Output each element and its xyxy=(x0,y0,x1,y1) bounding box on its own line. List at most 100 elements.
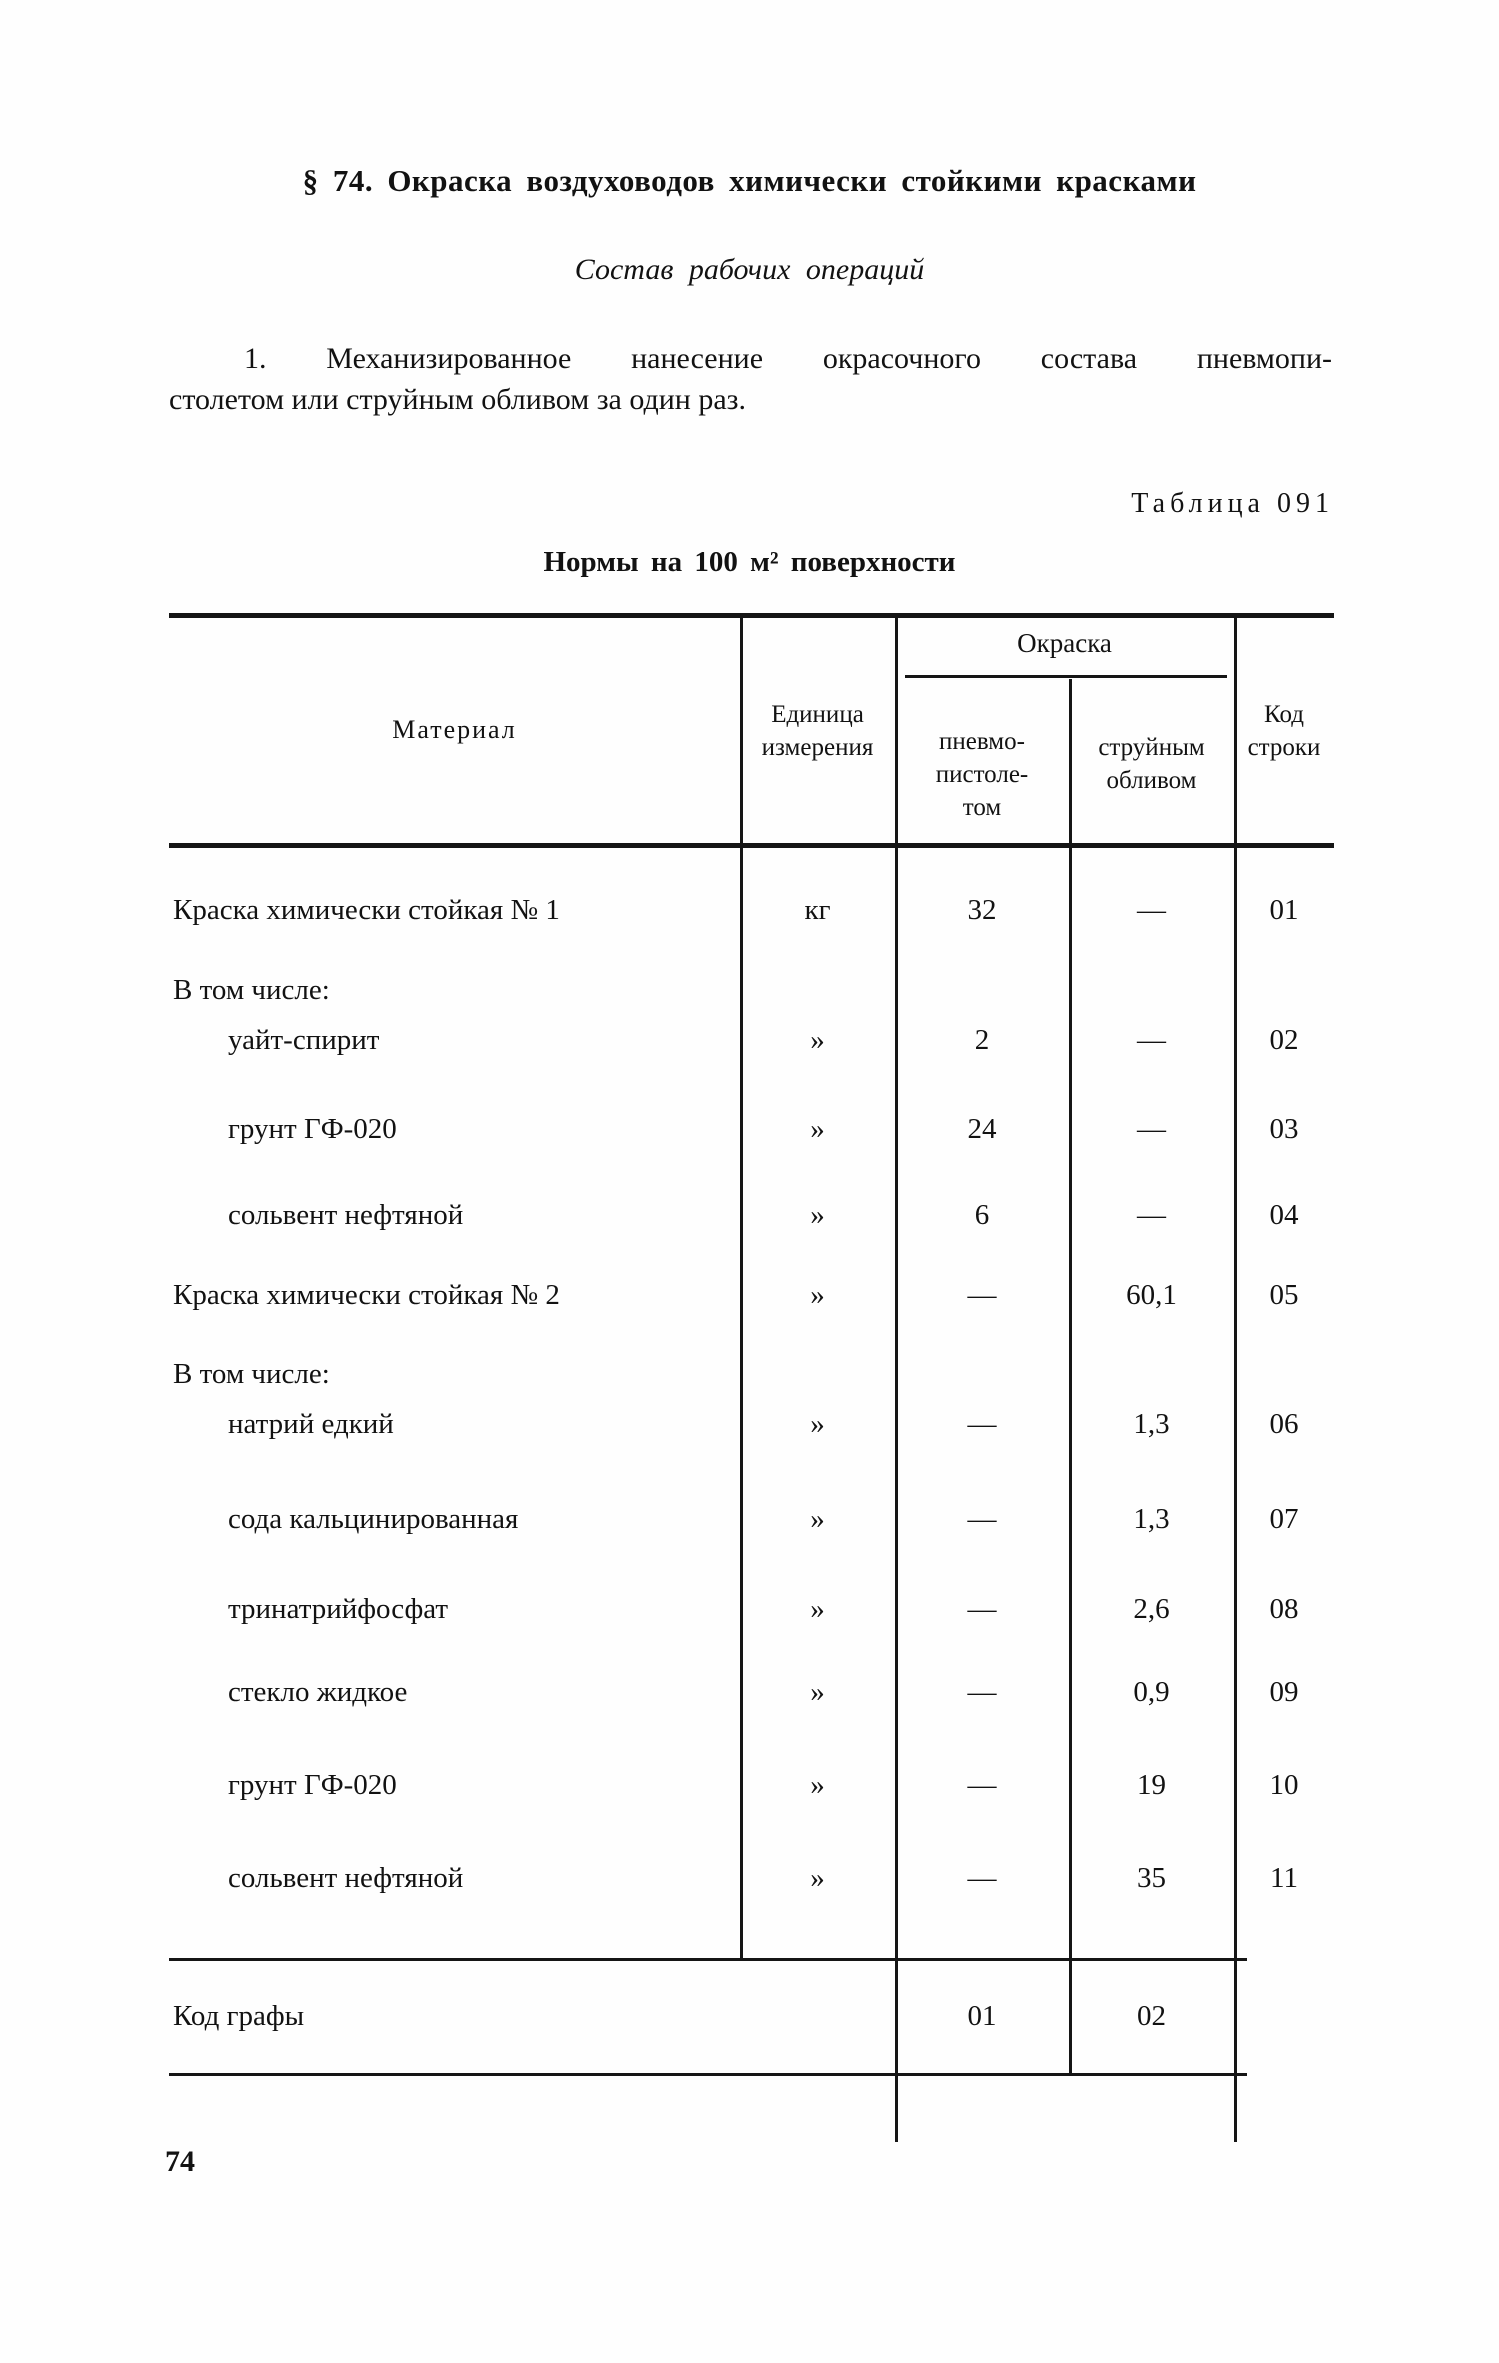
cell-pnevmo xyxy=(895,1353,1069,1395)
header-row-code: Код строки xyxy=(1234,698,1334,764)
column-divider xyxy=(1234,1961,1237,2073)
footer-top-rule xyxy=(169,1958,1247,1961)
cell-strui: — xyxy=(1137,1113,1166,1145)
cell-unit: » xyxy=(810,1279,825,1311)
header-unit: Единица измерения xyxy=(740,698,895,764)
cell-strui: — xyxy=(1137,1024,1166,1056)
cell-code xyxy=(1234,969,1334,1011)
column-divider-stub xyxy=(1234,2076,1237,2142)
table-row: сольвент нефтяной » — 35 11 xyxy=(169,1857,1334,1899)
paragraph-line-2: столетом или струйным обливом за один ра… xyxy=(169,383,747,416)
cell-material: уайт-спирит xyxy=(228,1024,380,1056)
table-row: сода кальцинированная » — 1,3 07 xyxy=(169,1498,1334,1540)
cell-strui: 1,3 xyxy=(1133,1408,1170,1440)
cell-material: натрий едкий xyxy=(228,1408,394,1440)
column-divider xyxy=(1234,848,1237,1958)
column-divider xyxy=(1069,1961,1072,2073)
cell-unit: » xyxy=(810,1199,825,1231)
cell-material: тринатрийфосфат xyxy=(228,1593,449,1625)
table-top-rule xyxy=(169,613,1334,618)
header-unit-line1: Единица xyxy=(771,701,864,728)
cell-code: 06 xyxy=(1269,1408,1299,1440)
cell-unit xyxy=(740,969,895,1011)
cell-strui: 19 xyxy=(1137,1769,1166,1801)
cell-material: грунт ГФ-020 xyxy=(228,1113,397,1145)
cell-unit: » xyxy=(810,1503,825,1535)
cell-pnevmo: 2 xyxy=(974,1024,990,1056)
cell-strui: — xyxy=(1137,894,1166,926)
header-strui-line2: обливом xyxy=(1106,767,1197,794)
column-divider-stub xyxy=(895,2076,898,2142)
cell-pnevmo: — xyxy=(967,1408,997,1440)
cell-code: 05 xyxy=(1269,1279,1299,1311)
header-strui-line1: струйным xyxy=(1098,734,1205,761)
cell-pnevmo: — xyxy=(967,1593,997,1625)
column-divider xyxy=(895,1961,898,2073)
cell-material: Краска химически стойкая № 2 xyxy=(173,1279,560,1311)
cell-pnevmo: — xyxy=(967,1862,997,1894)
column-divider xyxy=(1069,679,1072,843)
header-unit-line2: измерения xyxy=(761,734,874,761)
cell-unit: » xyxy=(810,1024,825,1056)
header-pnevmo-line3: том xyxy=(962,794,1002,821)
cell-unit: » xyxy=(810,1676,825,1708)
cell-strui xyxy=(1069,1353,1234,1395)
paragraph: 1. Механизированное нанесение окрасочног… xyxy=(169,338,1332,420)
cell-pnevmo: — xyxy=(967,1503,997,1535)
column-divider xyxy=(740,848,743,1958)
table-row: сольвент нефтяной » 6 — 04 xyxy=(169,1194,1334,1236)
group-header-underline xyxy=(905,675,1227,678)
cell-code: 09 xyxy=(1269,1676,1299,1708)
table-row: Краска химически стойкая № 2 » — 60,1 05 xyxy=(169,1274,1334,1316)
table-row: грунт ГФ-020 » — 19 10 xyxy=(169,1764,1334,1806)
table-row: стекло жидкое » — 0,9 09 xyxy=(169,1671,1334,1713)
cell-unit: » xyxy=(810,1593,825,1625)
cell-unit: » xyxy=(810,1408,825,1440)
cell-code: 07 xyxy=(1269,1503,1299,1535)
column-divider xyxy=(1234,618,1237,843)
column-divider xyxy=(740,618,743,843)
header-bottom-rule xyxy=(169,843,1334,848)
cell-material: В том числе: xyxy=(173,974,330,1006)
header-material: Материал xyxy=(392,715,517,744)
cell-unit: » xyxy=(810,1769,825,1801)
cell-code: 08 xyxy=(1269,1593,1299,1625)
table-row: В том числе: xyxy=(169,1353,1334,1395)
cell-pnevmo: — xyxy=(967,1769,997,1801)
table-row: натрий едкий » — 1,3 06 xyxy=(169,1403,1334,1445)
cell-strui: — xyxy=(1137,1199,1166,1231)
cell-strui: 35 xyxy=(1137,1862,1166,1894)
header-row-code-line1: Код xyxy=(1264,701,1304,728)
footer-label: Код графы xyxy=(173,2000,305,2032)
table-row: уайт-спирит » 2 — 02 xyxy=(169,1019,1334,1061)
table-label: Таблица 091 xyxy=(1131,488,1334,519)
section-title: § 74. Окраска воздуховодов химически сто… xyxy=(302,163,1197,198)
paragraph-line-1: 1. Механизированное нанесение окрасочног… xyxy=(244,342,1332,375)
cell-code xyxy=(1234,1353,1334,1395)
cell-unit: кг xyxy=(804,894,831,926)
cell-code: 02 xyxy=(1269,1024,1299,1056)
cell-strui: 60,1 xyxy=(1126,1279,1177,1311)
cell-pnevmo: — xyxy=(967,1279,997,1311)
subtitle: Состав рабочих операций xyxy=(574,253,925,286)
cell-strui xyxy=(1069,969,1234,1011)
cell-strui: 1,3 xyxy=(1133,1503,1170,1535)
table-row: Краска химически стойкая № 1 кг 32 — 01 xyxy=(169,889,1334,931)
cell-material: В том числе: xyxy=(173,1358,330,1390)
header-pnevmo-line2: пистоле- xyxy=(935,761,1029,788)
column-divider xyxy=(895,618,898,843)
page-number: 74 xyxy=(165,2145,195,2178)
cell-pnevmo: 32 xyxy=(967,894,997,926)
header-row-code-line2: строки xyxy=(1247,734,1321,761)
table-row: грунт ГФ-020 » 24 — 03 xyxy=(169,1108,1334,1150)
cell-material: Краска химически стойкая № 1 xyxy=(173,894,560,926)
header-group-okraska: Окраска xyxy=(1017,628,1112,658)
cell-unit: » xyxy=(810,1113,825,1145)
cell-code: 11 xyxy=(1270,1862,1298,1894)
cell-material: грунт ГФ-020 xyxy=(228,1769,397,1801)
header-strui: струйным обливом xyxy=(1069,731,1234,797)
cell-unit xyxy=(740,1353,895,1395)
footer-bottom-rule xyxy=(169,2073,1247,2076)
column-divider xyxy=(1069,848,1072,1958)
